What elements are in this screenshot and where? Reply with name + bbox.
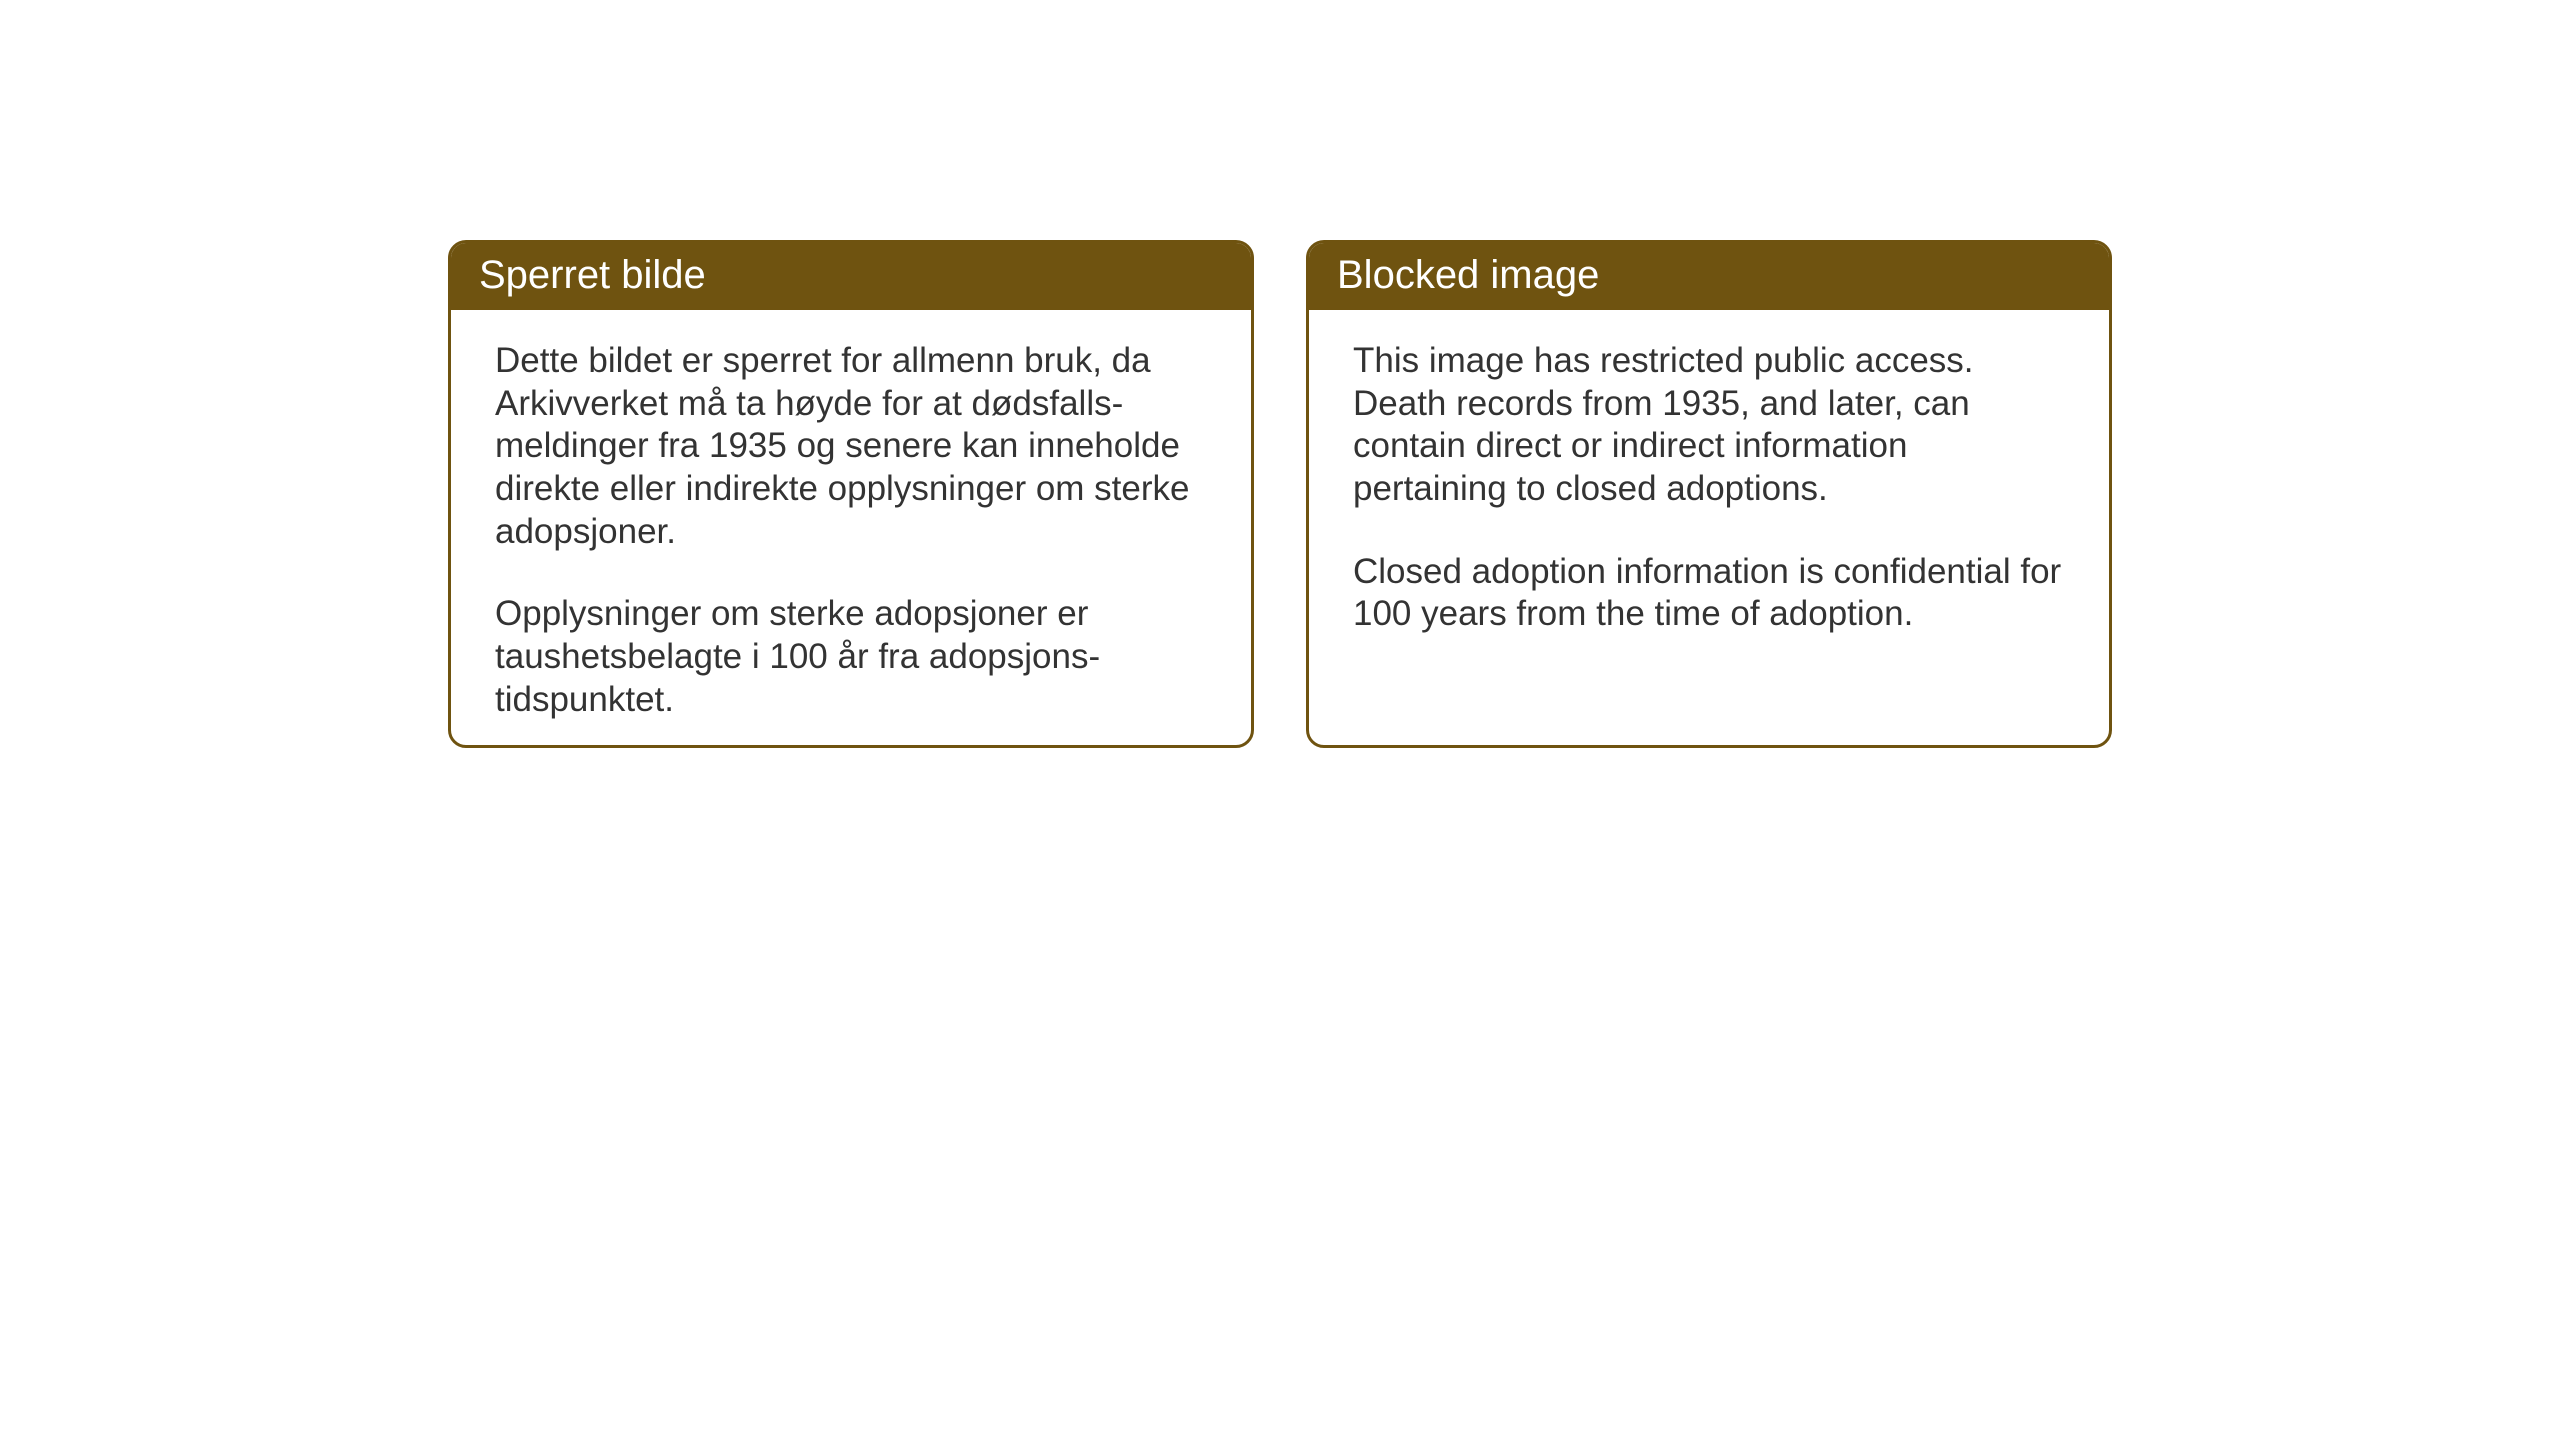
card-paragraph-english-2: Closed adoption information is confident… (1353, 551, 2065, 636)
card-paragraph-norwegian-2: Opplysninger om sterke adopsjoner er tau… (495, 593, 1207, 721)
card-body-norwegian: Dette bildet er sperret for allmenn bruk… (451, 310, 1251, 748)
card-header-english: Blocked image (1309, 243, 2109, 310)
notice-cards-container: Sperret bilde Dette bildet er sperret fo… (448, 240, 2112, 748)
notice-card-norwegian: Sperret bilde Dette bildet er sperret fo… (448, 240, 1254, 748)
card-title-norwegian: Sperret bilde (479, 253, 706, 297)
card-body-english: This image has restricted public access.… (1309, 310, 2109, 666)
card-header-norwegian: Sperret bilde (451, 243, 1251, 310)
card-title-english: Blocked image (1337, 253, 1599, 297)
card-paragraph-norwegian-1: Dette bildet er sperret for allmenn bruk… (495, 340, 1207, 553)
notice-card-english: Blocked image This image has restricted … (1306, 240, 2112, 748)
card-paragraph-english-1: This image has restricted public access.… (1353, 340, 2065, 511)
